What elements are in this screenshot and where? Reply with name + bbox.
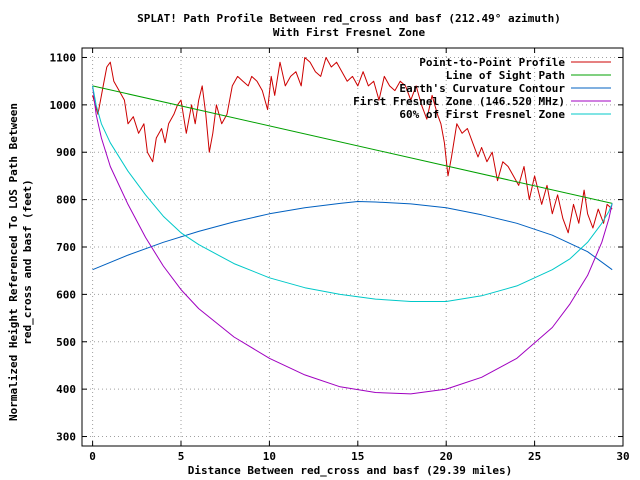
x-tick-label: 10 [263, 450, 276, 463]
y-tick-label: 900 [56, 146, 76, 159]
y-tick-label: 1000 [50, 99, 77, 112]
y-tick-label: 300 [56, 431, 76, 444]
x-tick-label: 5 [178, 450, 185, 463]
series-line-line-of-sight-path [92, 85, 613, 204]
y-axis-label-line2: red_cross and basf (feet) [21, 179, 34, 345]
x-tick-label: 30 [616, 450, 629, 463]
x-tick-label: 0 [89, 450, 96, 463]
x-tick-labels: 0 5 10 15 20 25 30 [89, 450, 629, 463]
y-tick-label: 800 [56, 194, 76, 207]
chart-subtitle: With First Fresnel Zone [273, 26, 426, 39]
x-tick-label: 15 [351, 450, 364, 463]
plot-area-border [81, 47, 624, 447]
x-axis-label: Distance Between red_cross and basf (29.… [188, 464, 513, 477]
series-line-point-to-point-profile [92, 57, 613, 234]
y-tick-label: 400 [56, 383, 76, 396]
legend-label: Earth's Curvature Contour [399, 82, 565, 95]
series-lines [92, 57, 613, 395]
y-tick-label: 1100 [50, 51, 77, 64]
legend-label: Line of Sight Path [446, 69, 565, 82]
legend-label: First Fresnel Zone (146.520 MHz) [353, 95, 565, 108]
y-axis-label-line1: Normalized Height Referenced To LOS Path… [7, 103, 20, 421]
y-tick-labels: 300 400 500 600 700 800 900 1000 1100 [50, 51, 77, 443]
chart-title: SPLAT! Path Profile Between red_cross an… [137, 12, 561, 25]
x-tick-label: 20 [440, 450, 453, 463]
legend-label: Point-to-Point Profile [419, 56, 565, 69]
y-tick-label: 600 [56, 288, 76, 301]
series-line-earth-s-curvature-contour [92, 201, 613, 271]
x-tick-label: 25 [528, 450, 541, 463]
series-line-60-of-first-fresnel-zone [92, 85, 613, 302]
y-tick-label: 700 [56, 241, 76, 254]
legend-label: 60% of First Fresnel Zone [399, 108, 565, 121]
y-tick-label: 500 [56, 336, 76, 349]
series-line-first-fresnel-zone-146-520-mhz [92, 85, 613, 395]
